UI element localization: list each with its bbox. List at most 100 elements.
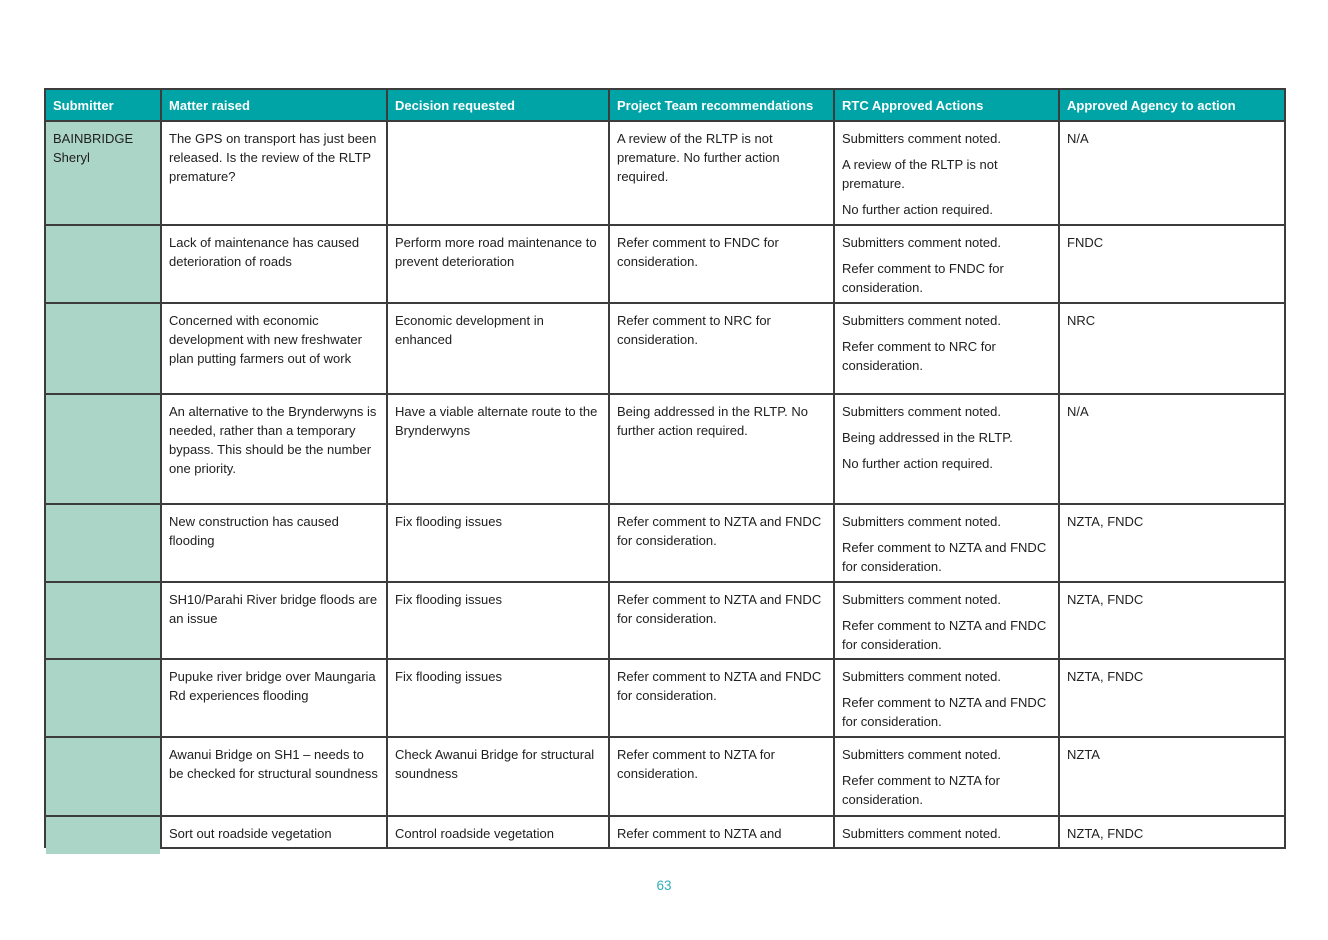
column-header: Matter raised bbox=[160, 88, 388, 122]
rtc-action-paragraph: Submitters comment noted. bbox=[842, 669, 1001, 684]
rtc-action-paragraph: No further action required. bbox=[842, 202, 994, 217]
rtc-action-paragraph: Submitters comment noted. bbox=[842, 592, 1001, 607]
column-header: Submitter bbox=[44, 88, 162, 122]
table-row: Awanui Bridge on SH1 – needs to be check… bbox=[44, 736, 1286, 817]
cell-approved-agency: N/A bbox=[1058, 120, 1286, 226]
table-row: An alternative to the Brynderwyns is nee… bbox=[44, 393, 1286, 505]
cell-project-team-recommendations: Refer comment to NZTA and FNDC for consi… bbox=[608, 503, 835, 583]
cell-approved-agency: NRC bbox=[1058, 302, 1286, 395]
cell-rtc-approved-actions: Submitters comment noted. Refer comment t… bbox=[833, 503, 1060, 583]
rtc-action-paragraph: A review of the RLTP is not premature. bbox=[842, 157, 998, 191]
cell-submitter bbox=[44, 815, 162, 848]
cell-matter-raised: Concerned with economic development with… bbox=[160, 302, 388, 395]
cell-project-team-recommendations: Refer comment to NZTA and bbox=[608, 815, 835, 849]
recommendation-paragraph: Refer comment to NRC for consideration. bbox=[617, 313, 771, 347]
cell-submitter bbox=[44, 302, 162, 395]
cell-decision-requested: Fix flooding issues bbox=[386, 503, 610, 583]
rtc-action-paragraph: Refer comment to NZTA and FNDC for consi… bbox=[842, 618, 1047, 652]
column-header: Decision requested bbox=[386, 88, 610, 122]
cell-rtc-approved-actions: Submitters comment noted. bbox=[833, 815, 1060, 849]
rtc-action-paragraph: Submitters comment noted. bbox=[842, 747, 1001, 762]
cell-decision-requested: Economic development in enhanced bbox=[386, 302, 610, 395]
submissions-table-wrap: Submitter Matter raised Decision requested… bbox=[44, 88, 1286, 854]
cell-project-team-recommendations: Refer comment to FNDC for consideration. bbox=[608, 224, 835, 304]
cell-matter-raised: Awanui Bridge on SH1 – needs to be check… bbox=[160, 736, 388, 817]
cell-matter-raised: New construction has caused flooding bbox=[160, 503, 388, 583]
cell-matter-raised: Lack of maintenance has caused deteriora… bbox=[160, 224, 388, 304]
rtc-action-paragraph: Refer comment to NRC for consideration. bbox=[842, 339, 996, 373]
cell-approved-agency: N/A bbox=[1058, 393, 1286, 505]
rtc-action-paragraph: Refer comment to NZTA and FNDC for consi… bbox=[842, 695, 1047, 729]
recommendation-paragraph: Refer comment to NZTA for consideration. bbox=[617, 747, 775, 781]
rtc-action-paragraph: Refer comment to NZTA and FNDC for consi… bbox=[842, 540, 1047, 574]
recommendation-paragraph: Refer comment to FNDC for consideration. bbox=[617, 235, 779, 269]
cell-matter-raised: Sort out roadside vegetation bbox=[160, 815, 388, 849]
cell-submitter bbox=[44, 224, 162, 304]
column-header: RTC Approved Actions bbox=[833, 88, 1060, 122]
cell-approved-agency: NZTA, FNDC bbox=[1058, 581, 1286, 660]
table-row: SH10/Parahi River bridge floods are an i… bbox=[44, 581, 1286, 660]
cell-rtc-approved-actions: Submitters comment noted. A review of the… bbox=[833, 120, 1060, 226]
cell-approved-agency: NZTA, FNDC bbox=[1058, 815, 1286, 849]
recommendation-paragraph: Refer comment to NZTA and bbox=[617, 826, 782, 841]
table-body: BAINBRIDGE Sheryl The GPS on transport ha… bbox=[44, 120, 1286, 849]
rtc-action-paragraph: Submitters comment noted. bbox=[842, 313, 1001, 328]
cell-submitter bbox=[44, 503, 162, 583]
cell-matter-raised: An alternative to the Brynderwyns is nee… bbox=[160, 393, 388, 505]
table-header-row: Submitter Matter raised Decision requested… bbox=[44, 88, 1286, 122]
cell-submitter: BAINBRIDGE Sheryl bbox=[44, 120, 162, 226]
cell-rtc-approved-actions: Submitters comment noted. Refer comment t… bbox=[833, 658, 1060, 738]
rtc-action-paragraph: Being addressed in the RLTP. bbox=[842, 430, 1013, 445]
cell-approved-agency: FNDC bbox=[1058, 224, 1286, 304]
cell-matter-raised: The GPS on transport has just been relea… bbox=[160, 120, 388, 226]
cell-decision-requested: Fix flooding issues bbox=[386, 581, 610, 660]
rtc-action-paragraph: Submitters comment noted. bbox=[842, 235, 1001, 250]
cell-matter-raised: Pupuke river bridge over Maungaria Rd ex… bbox=[160, 658, 388, 738]
cell-matter-raised: SH10/Parahi River bridge floods are an i… bbox=[160, 581, 388, 660]
cell-submitter bbox=[44, 581, 162, 660]
cell-submitter bbox=[44, 393, 162, 505]
recommendation-paragraph: Refer comment to NZTA and FNDC for consi… bbox=[617, 514, 822, 548]
cell-approved-agency: NZTA bbox=[1058, 736, 1286, 817]
cell-submitter bbox=[44, 736, 162, 817]
cell-project-team-recommendations: Refer comment to NRC for consideration. bbox=[608, 302, 835, 395]
column-header: Approved Agency to action bbox=[1058, 88, 1286, 122]
cell-rtc-approved-actions: Submitters comment noted. Refer comment t… bbox=[833, 736, 1060, 817]
cell-rtc-approved-actions: Submitters comment noted. Refer comment t… bbox=[833, 224, 1060, 304]
recommendation-paragraph: Refer comment to NZTA and FNDC for consi… bbox=[617, 669, 822, 703]
rtc-action-paragraph: Submitters comment noted. bbox=[842, 514, 1001, 529]
table-row: Lack of maintenance has caused deteriora… bbox=[44, 224, 1286, 304]
cell-decision-requested: Fix flooding issues bbox=[386, 658, 610, 738]
table-row: BAINBRIDGE Sheryl The GPS on transport ha… bbox=[44, 120, 1286, 226]
cell-project-team-recommendations: Refer comment to NZTA and FNDC for consi… bbox=[608, 581, 835, 660]
table-row: New construction has caused flooding Fix … bbox=[44, 503, 1286, 583]
cell-project-team-recommendations: Refer comment to NZTA for consideration. bbox=[608, 736, 835, 817]
table-row: Concerned with economic development with… bbox=[44, 302, 1286, 395]
rtc-action-paragraph: No further action required. bbox=[842, 456, 994, 471]
cell-decision-requested: Control roadside vegetation bbox=[386, 815, 610, 849]
cell-rtc-approved-actions: Submitters comment noted. Being addressed… bbox=[833, 393, 1060, 505]
cell-rtc-approved-actions: Submitters comment noted. Refer comment t… bbox=[833, 581, 1060, 660]
rtc-action-paragraph: Submitters comment noted. bbox=[842, 131, 1001, 146]
column-header: Project Team recommendations bbox=[608, 88, 835, 122]
cell-approved-agency: NZTA, FNDC bbox=[1058, 658, 1286, 738]
submissions-table: Submitter Matter raised Decision requested… bbox=[44, 88, 1286, 849]
rtc-action-paragraph: Refer comment to NZTA for consideration. bbox=[842, 773, 1000, 807]
cell-decision-requested: Have a viable alternate route to the Bry… bbox=[386, 393, 610, 505]
cell-submitter bbox=[44, 658, 162, 738]
rtc-action-paragraph: Submitters comment noted. bbox=[842, 404, 1001, 419]
table-row: Pupuke river bridge over Maungaria Rd ex… bbox=[44, 658, 1286, 738]
cell-project-team-recommendations: Refer comment to NZTA and FNDC for consi… bbox=[608, 658, 835, 738]
recommendation-paragraph: Being addressed in the RLTP. No further … bbox=[617, 404, 809, 438]
clipped-submitter-cell-remainder bbox=[46, 847, 160, 854]
cell-decision-requested: Check Awanui Bridge for structural sound… bbox=[386, 736, 610, 817]
cell-approved-agency: NZTA, FNDC bbox=[1058, 503, 1286, 583]
cell-project-team-recommendations: A review of the RLTP is not premature. N… bbox=[608, 120, 835, 226]
cell-rtc-approved-actions: Submitters comment noted. Refer comment t… bbox=[833, 302, 1060, 395]
rtc-action-paragraph: Submitters comment noted. bbox=[842, 826, 1001, 841]
rtc-action-paragraph: Refer comment to FNDC for consideration. bbox=[842, 261, 1004, 295]
table-row: Sort out roadside vegetation Control road… bbox=[44, 815, 1286, 849]
cell-decision-requested bbox=[386, 120, 610, 226]
cell-project-team-recommendations: Being addressed in the RLTP. No further … bbox=[608, 393, 835, 505]
